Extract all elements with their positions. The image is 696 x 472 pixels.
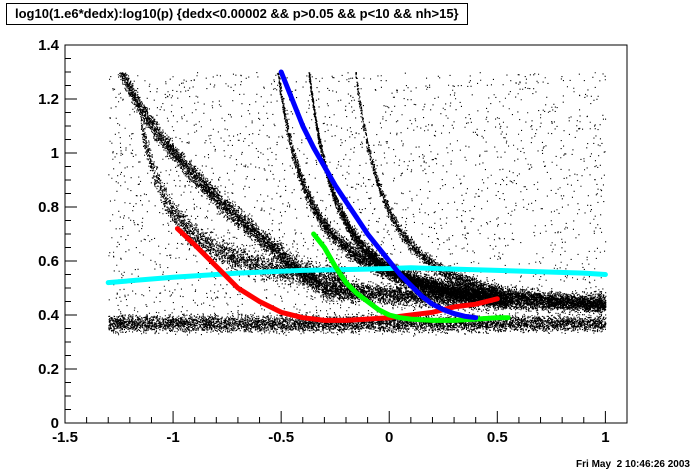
x-tick-label: -1.5 xyxy=(52,429,78,446)
series-3-line xyxy=(278,69,479,321)
fit-curves xyxy=(105,69,608,323)
chart-title: log10(1.e6*dedx):log10(p) {dedx<0.00002 … xyxy=(6,3,468,25)
x-tick-label: -1 xyxy=(166,429,179,446)
series-2-line xyxy=(311,231,511,323)
timestamp: Fri May 2 10:46:26 2003 xyxy=(576,459,690,470)
y-tick-label: 0 xyxy=(51,415,59,432)
plot-frame xyxy=(64,44,628,424)
y-tick-label: 1.2 xyxy=(38,91,59,108)
x-tick-label: 1 xyxy=(601,429,609,446)
y-tick-label: 0.6 xyxy=(38,253,59,270)
x-tick-label: 0.5 xyxy=(487,429,508,446)
x-tick-label: 0 xyxy=(385,429,393,446)
y-tick-label: 0.8 xyxy=(38,199,59,216)
y-tick-label: 0.4 xyxy=(38,307,60,324)
x-tick-label: -0.5 xyxy=(268,429,294,446)
y-tick-label: 1.4 xyxy=(38,37,60,54)
y-tick-label: 1 xyxy=(51,145,59,162)
series-0-line xyxy=(105,265,608,286)
y-tick-label: 0.2 xyxy=(38,361,59,378)
axes: -1.5 -1 -0.5 0 0.5 1 0 0.2 0.4 0.6 0.8 1 1.2 1.4 xyxy=(38,37,628,446)
